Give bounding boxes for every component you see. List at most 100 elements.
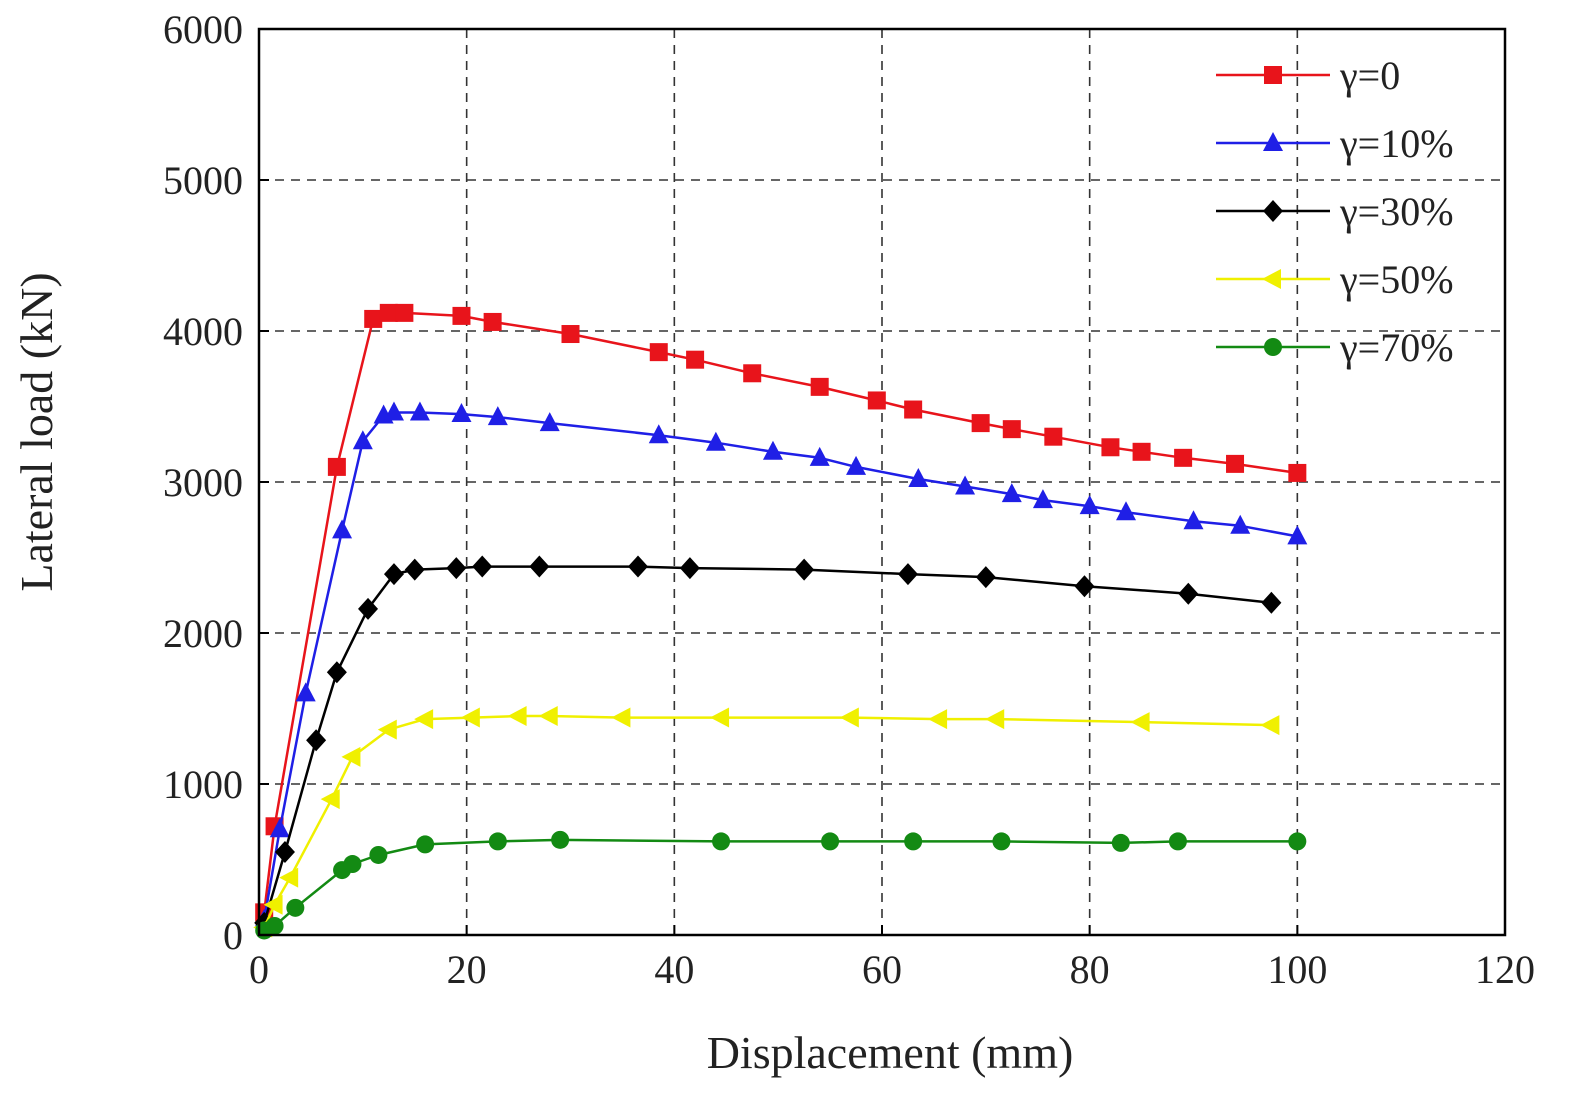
- series-line: [263, 838, 1298, 932]
- data-point: [395, 303, 414, 322]
- x-tick-label: 40: [654, 947, 694, 992]
- data-point: [326, 661, 347, 684]
- data-point: [383, 401, 404, 421]
- data-point: [710, 707, 730, 728]
- series-3: [254, 555, 1282, 934]
- x-tick-label: 0: [249, 947, 269, 992]
- y-axis-title: Lateral load (kN): [11, 272, 62, 591]
- y-tick-label: 2000: [163, 611, 243, 656]
- data-point: [648, 424, 669, 444]
- data-point: [1168, 832, 1187, 851]
- data-point: [488, 832, 507, 851]
- data-point: [1261, 591, 1282, 614]
- x-tick-label: 80: [1070, 947, 1110, 992]
- legend-entry: γ=10%: [1216, 121, 1454, 166]
- series-line: [263, 714, 1272, 929]
- data-point: [705, 431, 726, 451]
- data-point: [383, 563, 404, 586]
- data-point: [1111, 833, 1130, 852]
- data-point: [1174, 448, 1193, 467]
- data-point: [472, 555, 493, 578]
- data-point: [369, 845, 388, 864]
- data-point: [1074, 575, 1095, 598]
- data-point: [743, 364, 762, 383]
- data-point: [1079, 495, 1100, 515]
- y-tick-label: 5000: [163, 158, 243, 203]
- data-point: [649, 343, 668, 362]
- data-point: [1230, 514, 1251, 534]
- data-point: [269, 818, 290, 838]
- data-point: [538, 706, 558, 727]
- data-point: [539, 412, 560, 432]
- data-point: [1226, 454, 1245, 473]
- data-point: [1288, 832, 1307, 851]
- data-point: [279, 867, 299, 888]
- data-point: [1183, 510, 1204, 530]
- data-point: [821, 832, 840, 851]
- y-tick-label: 1000: [163, 762, 243, 807]
- data-point: [352, 430, 373, 450]
- data-point: [1101, 438, 1120, 457]
- data-point: [794, 558, 815, 581]
- data-point: [1116, 501, 1137, 521]
- legend-label: γ=50%: [1339, 257, 1454, 302]
- legend-label: γ=10%: [1339, 121, 1454, 166]
- legend-entry: γ=70%: [1216, 325, 1454, 370]
- data-point: [955, 475, 976, 495]
- series-5: [255, 830, 1307, 940]
- data-point: [263, 894, 283, 915]
- series-lines: [253, 303, 1308, 940]
- data-point: [274, 840, 295, 863]
- data-point: [377, 719, 397, 740]
- data-point: [627, 555, 648, 578]
- legend-marker: [1262, 269, 1281, 289]
- legend-label: γ=70%: [1339, 325, 1454, 370]
- data-point: [762, 440, 783, 460]
- data-point: [414, 709, 434, 730]
- x-tick-label: 20: [447, 947, 487, 992]
- legend-marker: [1263, 132, 1283, 151]
- data-point: [1002, 420, 1021, 439]
- legend-marker: [1263, 200, 1283, 222]
- legend: γ=0 γ=10% γ=30% γ=50% γ=70%: [1216, 53, 1454, 370]
- data-point: [897, 563, 918, 586]
- legend-entry: γ=30%: [1216, 189, 1454, 234]
- data-point: [320, 789, 340, 810]
- data-point: [971, 414, 990, 433]
- x-tick-label: 60: [862, 947, 902, 992]
- x-tick-label: 120: [1475, 947, 1535, 992]
- data-point: [487, 406, 508, 426]
- data-point: [364, 309, 383, 328]
- data-point: [839, 707, 859, 728]
- y-tick-label: 4000: [163, 309, 243, 354]
- data-point: [712, 832, 731, 851]
- data-point: [1178, 582, 1199, 605]
- data-point: [985, 709, 1005, 730]
- data-point: [265, 916, 284, 935]
- data-point: [343, 855, 362, 874]
- data-point: [452, 306, 471, 325]
- data-point: [404, 558, 425, 581]
- data-point: [306, 729, 327, 752]
- data-point: [379, 303, 398, 322]
- axis-ticks: 0 20 40 60 80 100 120 0 1000 2000 3000 4000 5000 6000: [163, 7, 1535, 992]
- data-point: [358, 597, 379, 620]
- data-point: [416, 835, 435, 854]
- grid: [259, 29, 1505, 935]
- legend-entry: γ=0: [1216, 53, 1400, 98]
- series-1: [255, 303, 1307, 922]
- data-point: [286, 898, 305, 917]
- data-point: [409, 401, 430, 421]
- data-point: [327, 457, 346, 476]
- data-point: [1044, 427, 1063, 446]
- x-tick-label: 100: [1267, 947, 1327, 992]
- series-4: [253, 706, 1280, 938]
- data-point: [686, 350, 705, 369]
- data-point: [551, 830, 570, 849]
- data-point: [529, 555, 550, 578]
- data-point: [809, 446, 830, 466]
- data-point: [904, 832, 923, 851]
- data-point: [1132, 442, 1151, 461]
- data-point: [992, 832, 1011, 851]
- data-point: [460, 707, 480, 728]
